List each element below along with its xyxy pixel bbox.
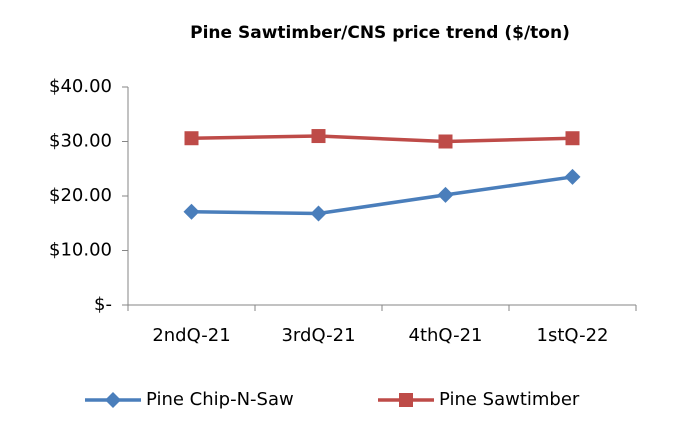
y-tick-label: $- [94, 294, 112, 315]
data-point [564, 168, 581, 185]
chart-title: Pine Sawtimber/CNS price trend ($/ton) [190, 23, 570, 43]
x-tick-label: 2ndQ-21 [152, 325, 230, 346]
y-tick-label: $20.00 [49, 185, 112, 206]
series-line [191, 134, 573, 144]
legend-marker [399, 393, 413, 407]
data-point [311, 129, 326, 144]
x-tick-label: 4thQ-21 [409, 325, 483, 346]
y-tick-label: $40.00 [49, 76, 112, 97]
x-tick-label: 1stQ-22 [537, 325, 609, 346]
legend-label: Pine Chip-N-Saw [146, 389, 294, 410]
x-tick-label: 3rdQ-21 [281, 325, 355, 346]
data-point [183, 203, 200, 220]
data-point [184, 131, 199, 146]
data-point [438, 134, 453, 149]
y-tick-label: $30.00 [49, 131, 112, 152]
legend-label: Pine Sawtimber [439, 389, 580, 410]
data-point [565, 131, 580, 146]
y-tick-label: $10.00 [49, 240, 112, 261]
data-point [310, 205, 327, 222]
series-line [191, 175, 573, 216]
legend-marker [105, 392, 121, 408]
data-point [437, 186, 454, 203]
